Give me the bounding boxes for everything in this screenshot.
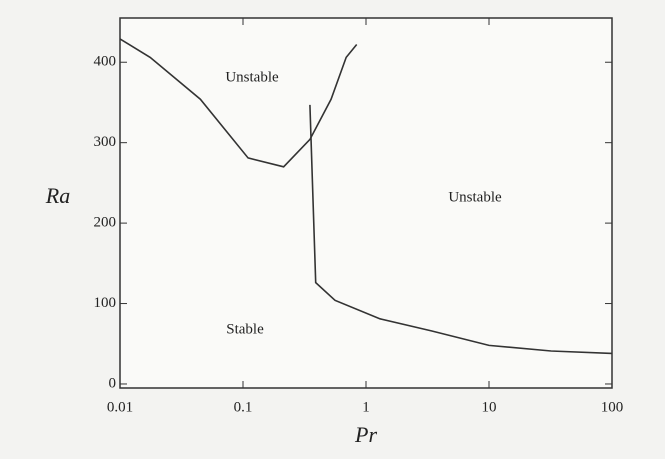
x-tick-label: 0.01 — [107, 399, 133, 415]
y-tick-label: 400 — [94, 54, 117, 70]
y-tick-label: 200 — [94, 215, 117, 231]
annotation: Stable — [226, 321, 264, 337]
curve — [309, 104, 613, 355]
annotation: Unstable — [448, 189, 502, 205]
y-tick-label: 0 — [109, 375, 117, 391]
annotation: Unstable — [225, 69, 279, 85]
x-tick-label: 100 — [601, 399, 624, 415]
x-tick-label: 10 — [482, 399, 497, 415]
y-tick-label: 300 — [94, 134, 117, 150]
curve — [119, 38, 358, 168]
y-axis-label: Ra — [45, 183, 70, 208]
y-tick-label: 100 — [94, 295, 117, 311]
x-tick-label: 1 — [362, 399, 370, 415]
x-axis-label: Pr — [354, 422, 377, 447]
plot-frame — [119, 17, 613, 389]
x-tick-label: 0.1 — [234, 399, 253, 415]
